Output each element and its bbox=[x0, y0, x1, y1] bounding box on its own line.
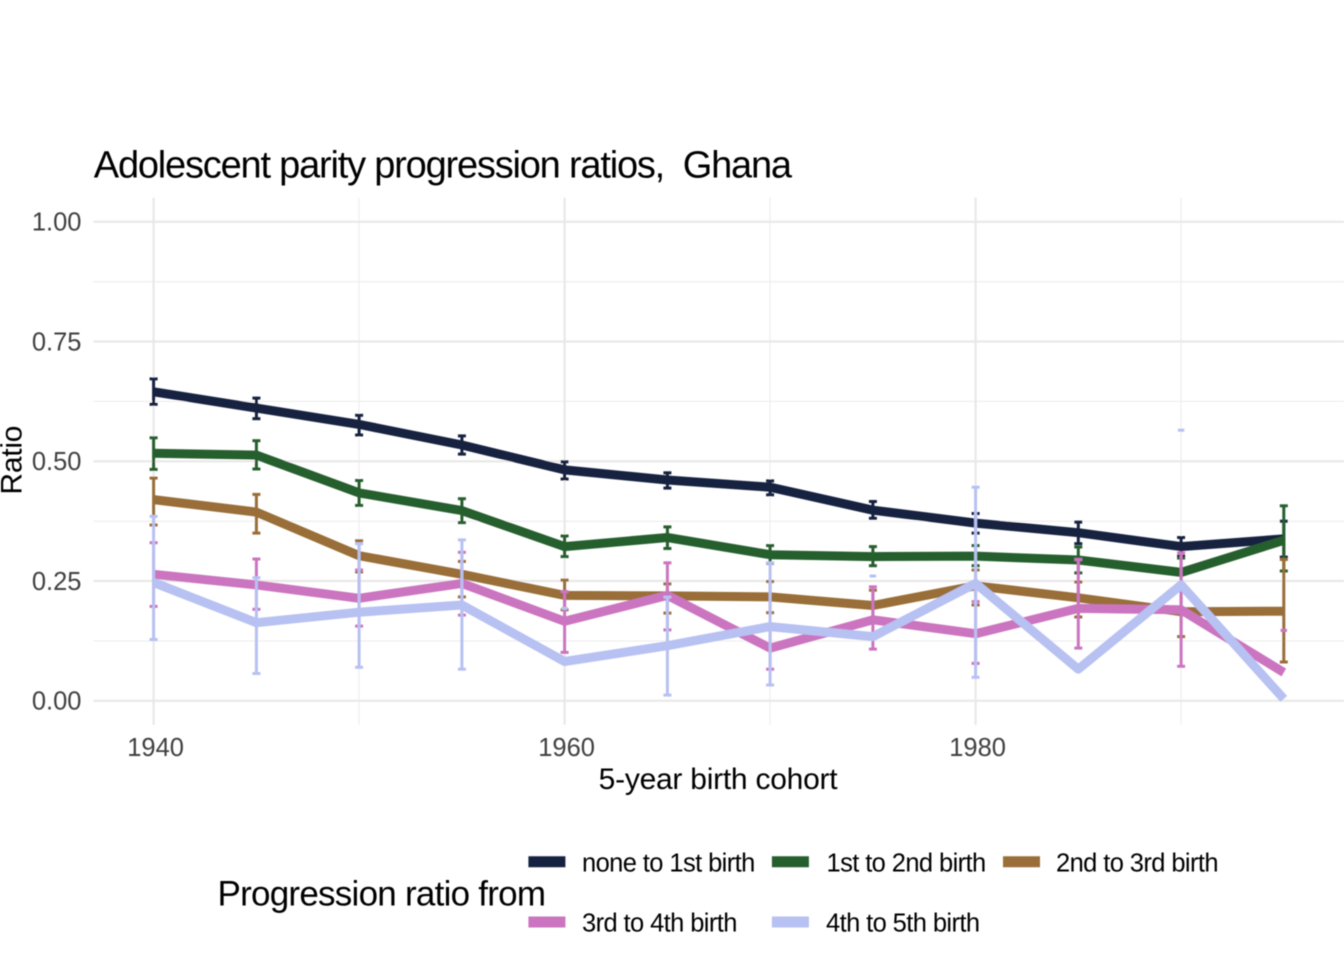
svg-text:1960: 1960 bbox=[538, 734, 595, 762]
svg-text:Progression ratio from: Progression ratio from bbox=[218, 875, 546, 914]
svg-text:5-year birth cohort: 5-year birth cohort bbox=[599, 763, 839, 796]
svg-text:0.00: 0.00 bbox=[32, 688, 82, 716]
svg-text:1980: 1980 bbox=[949, 734, 1006, 762]
svg-text:0.75: 0.75 bbox=[32, 328, 82, 356]
svg-text:4th to 5th birth: 4th to 5th birth bbox=[826, 910, 979, 938]
svg-text:1st to 2nd birth: 1st to 2nd birth bbox=[827, 849, 986, 877]
svg-text:1.00: 1.00 bbox=[32, 209, 82, 237]
svg-text:none to 1st birth: none to 1st birth bbox=[582, 849, 755, 877]
svg-text:1940: 1940 bbox=[127, 734, 184, 762]
svg-text:0.50: 0.50 bbox=[32, 448, 82, 476]
svg-text:2nd to 3rd birth: 2nd to 3rd birth bbox=[1056, 849, 1218, 877]
svg-text:Adolescent parity progression: Adolescent parity progression ratios, Gh… bbox=[94, 145, 793, 187]
svg-text:3rd to 4th birth: 3rd to 4th birth bbox=[582, 910, 737, 938]
svg-text:0.25: 0.25 bbox=[32, 568, 82, 596]
svg-text:Ratio: Ratio bbox=[0, 426, 29, 495]
